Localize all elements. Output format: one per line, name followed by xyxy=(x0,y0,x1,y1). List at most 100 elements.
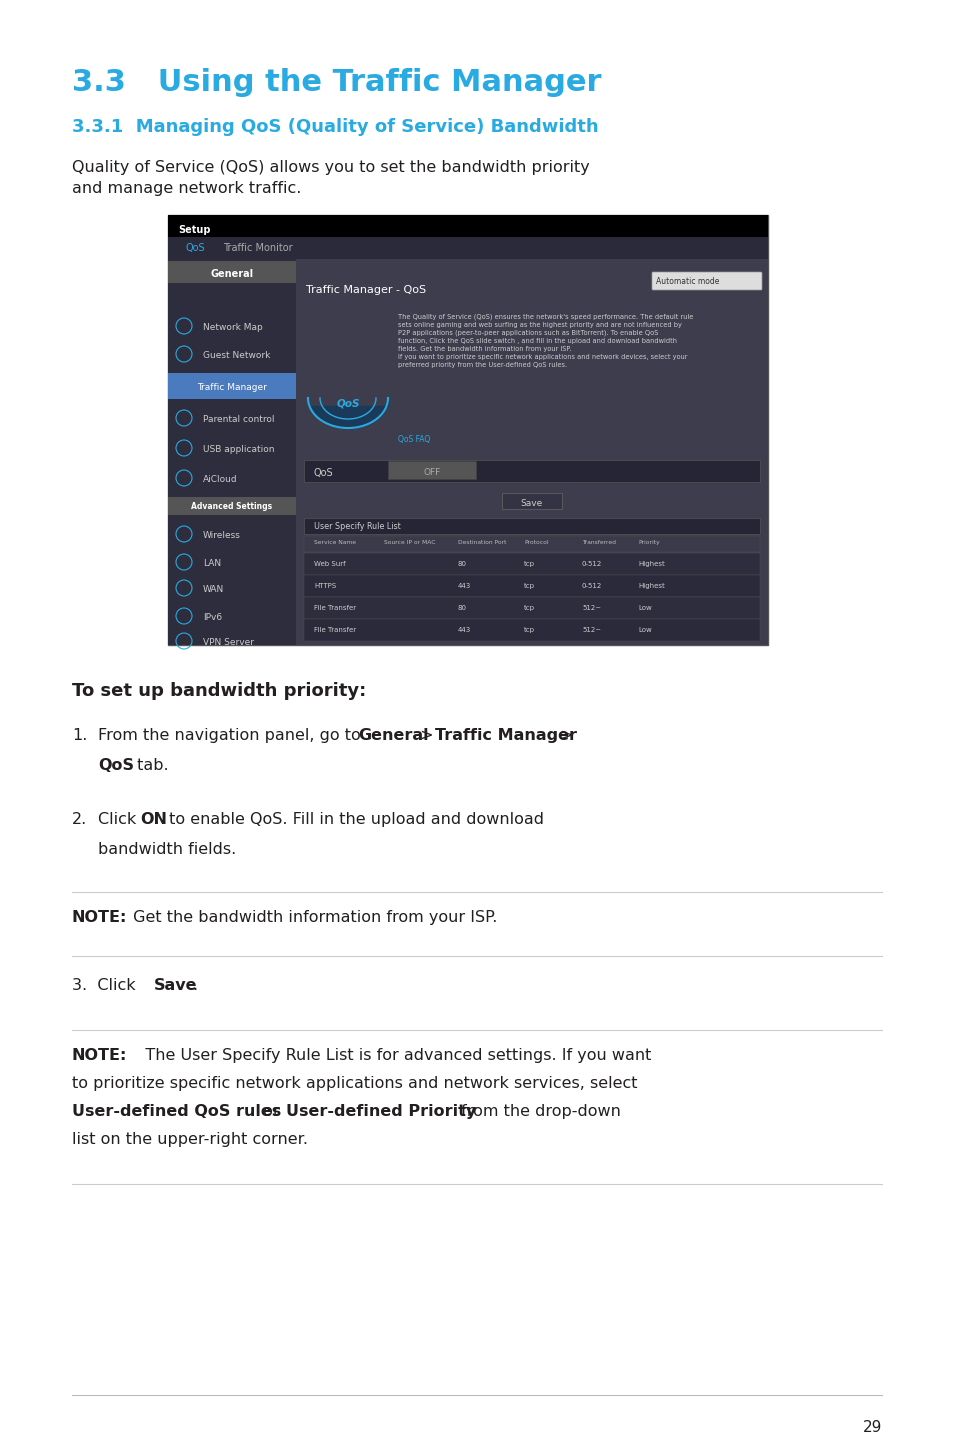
Bar xyxy=(295,259,767,646)
Text: Traffic Manager: Traffic Manager xyxy=(435,728,577,743)
Bar xyxy=(501,493,561,509)
Bar xyxy=(168,498,295,515)
Text: 2.: 2. xyxy=(71,812,87,827)
Text: >: > xyxy=(415,728,438,743)
Bar xyxy=(168,262,295,283)
Text: 3.3   Using the Traffic Manager: 3.3 Using the Traffic Manager xyxy=(71,68,601,96)
Text: .: . xyxy=(192,978,197,994)
Text: tcp: tcp xyxy=(523,627,535,633)
Text: 80: 80 xyxy=(457,561,467,567)
Text: 0-512: 0-512 xyxy=(581,561,601,567)
Bar xyxy=(168,372,295,398)
Text: Service Name: Service Name xyxy=(314,541,355,545)
Text: Traffic Manager: Traffic Manager xyxy=(197,383,267,393)
Text: bandwidth fields.: bandwidth fields. xyxy=(98,843,236,857)
Text: Priority: Priority xyxy=(638,541,659,545)
Text: File Transfer: File Transfer xyxy=(314,605,355,611)
Text: Highest: Highest xyxy=(638,582,664,590)
Text: 443: 443 xyxy=(457,627,471,633)
Bar xyxy=(168,216,767,237)
Text: NOTE:: NOTE: xyxy=(71,910,128,925)
Text: Parental control: Parental control xyxy=(203,416,274,424)
Text: USB application: USB application xyxy=(203,444,274,454)
Bar xyxy=(304,518,760,533)
Text: QoS: QoS xyxy=(335,398,359,408)
Text: Source IP or MAC: Source IP or MAC xyxy=(384,541,435,545)
Text: Setup: Setup xyxy=(178,224,211,234)
Text: LAN: LAN xyxy=(203,559,221,568)
Text: Advanced Settings: Advanced Settings xyxy=(192,502,273,510)
Text: >: > xyxy=(555,728,573,743)
Text: The User Specify Rule List is for advanced settings. If you want: The User Specify Rule List is for advanc… xyxy=(130,1048,651,1063)
Text: Network Map: Network Map xyxy=(203,324,262,332)
Bar xyxy=(168,237,767,259)
Text: QoS FAQ: QoS FAQ xyxy=(397,436,430,444)
Text: 80: 80 xyxy=(457,605,467,611)
Text: QoS: QoS xyxy=(186,243,206,253)
Text: Traffic Monitor: Traffic Monitor xyxy=(223,243,293,253)
Bar xyxy=(304,618,760,641)
Text: 512~: 512~ xyxy=(581,605,600,611)
Text: Transferred: Transferred xyxy=(581,541,616,545)
Text: 3.  Click: 3. Click xyxy=(71,978,141,994)
Bar xyxy=(304,554,760,575)
Text: Automatic mode: Automatic mode xyxy=(656,278,719,286)
Bar xyxy=(304,597,760,618)
Text: 29: 29 xyxy=(862,1419,882,1435)
Bar xyxy=(304,575,760,597)
Bar xyxy=(304,460,760,482)
Text: Protocol: Protocol xyxy=(523,541,548,545)
Text: NOTE:: NOTE: xyxy=(71,1048,128,1063)
Text: HTTPS: HTTPS xyxy=(314,582,335,590)
Text: AiCloud: AiCloud xyxy=(203,475,237,485)
Text: QoS: QoS xyxy=(98,758,133,774)
Text: tab.: tab. xyxy=(132,758,169,774)
Text: Wireless: Wireless xyxy=(203,531,240,541)
Text: Get the bandwidth information from your ISP.: Get the bandwidth information from your … xyxy=(128,910,497,925)
Text: User-defined QoS rules: User-defined QoS rules xyxy=(71,1104,281,1119)
Text: General: General xyxy=(211,269,253,279)
Text: From the navigation panel, go to: From the navigation panel, go to xyxy=(98,728,366,743)
Text: Guest Network: Guest Network xyxy=(203,351,270,360)
Text: to enable QoS. Fill in the upload and download: to enable QoS. Fill in the upload and do… xyxy=(164,812,543,827)
Bar xyxy=(168,216,767,646)
Text: Low: Low xyxy=(638,627,651,633)
Text: list on the upper-right corner.: list on the upper-right corner. xyxy=(71,1132,308,1148)
Text: 443: 443 xyxy=(457,582,471,590)
Text: from the drop-down: from the drop-down xyxy=(456,1104,620,1119)
Text: tcp: tcp xyxy=(523,605,535,611)
Text: User Specify Rule List: User Specify Rule List xyxy=(314,522,400,531)
Text: to prioritize specific network applications and network services, select: to prioritize specific network applicati… xyxy=(71,1076,637,1091)
Text: Traffic Manager - QoS: Traffic Manager - QoS xyxy=(306,285,426,295)
Text: OFF: OFF xyxy=(423,467,440,477)
Text: General: General xyxy=(357,728,428,743)
Bar xyxy=(304,536,760,552)
Text: Click: Click xyxy=(98,812,141,827)
Text: User-defined Priority: User-defined Priority xyxy=(286,1104,476,1119)
Text: The Quality of Service (QoS) ensures the network's speed performance. The defaul: The Quality of Service (QoS) ensures the… xyxy=(397,313,693,368)
Text: 3.3.1  Managing QoS (Quality of Service) Bandwidth: 3.3.1 Managing QoS (Quality of Service) … xyxy=(71,118,598,137)
Text: tcp: tcp xyxy=(523,561,535,567)
Text: tcp: tcp xyxy=(523,582,535,590)
Text: Quality of Service (QoS) allows you to set the bandwidth priority
and manage net: Quality of Service (QoS) allows you to s… xyxy=(71,160,589,196)
Text: 512~: 512~ xyxy=(581,627,600,633)
Text: 1.: 1. xyxy=(71,728,88,743)
Bar xyxy=(388,462,476,479)
Text: or: or xyxy=(257,1104,284,1119)
Text: Highest: Highest xyxy=(638,561,664,567)
Text: Save: Save xyxy=(153,978,197,994)
Bar xyxy=(168,259,295,646)
Text: 0-512: 0-512 xyxy=(581,582,601,590)
FancyBboxPatch shape xyxy=(651,272,761,290)
Text: Save: Save xyxy=(520,499,542,508)
Text: Low: Low xyxy=(638,605,651,611)
Text: ON: ON xyxy=(140,812,167,827)
Text: Destination Port: Destination Port xyxy=(457,541,506,545)
Text: IPv6: IPv6 xyxy=(203,613,222,623)
Text: File Transfer: File Transfer xyxy=(314,627,355,633)
Text: Web Surf: Web Surf xyxy=(314,561,345,567)
Text: QoS: QoS xyxy=(314,467,334,477)
Text: To set up bandwidth priority:: To set up bandwidth priority: xyxy=(71,682,366,700)
Text: VPN Server: VPN Server xyxy=(203,638,253,647)
Text: WAN: WAN xyxy=(203,585,224,594)
